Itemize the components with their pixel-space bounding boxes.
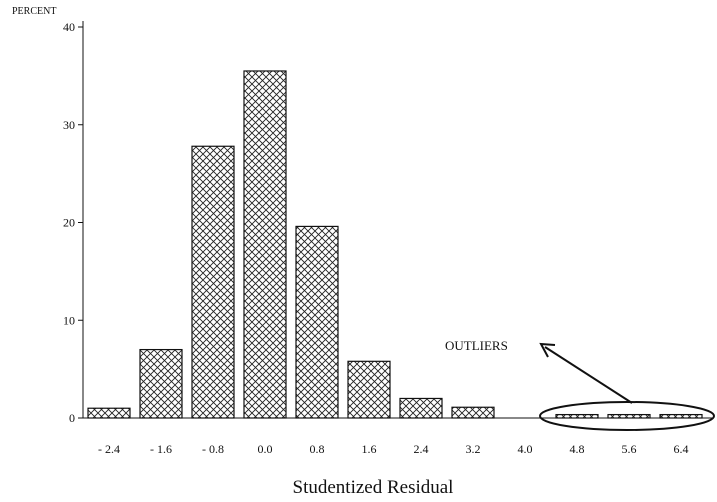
bars (87, 70, 703, 419)
y-axis-label: PERCENT (12, 6, 56, 17)
outliers-ellipse (539, 401, 715, 431)
x-tick-label: 4.0 (518, 442, 533, 456)
y-tick-label: 30 (63, 118, 75, 132)
bar (607, 413, 651, 419)
bar (347, 360, 391, 419)
x-tick-label: - 0.8 (202, 442, 224, 456)
y-tick-label: 0 (69, 411, 75, 425)
bar (555, 413, 599, 419)
y-axis: 0 10 20 30 40 (63, 20, 84, 425)
outliers-arrow-shaft (544, 346, 633, 404)
bar (87, 407, 131, 419)
bar (399, 397, 443, 419)
bar (139, 348, 183, 419)
bar (295, 225, 339, 419)
y-tick-label: 10 (63, 313, 75, 327)
x-tick-label: 6.4 (674, 442, 689, 456)
x-tick-label: 5.6 (622, 442, 637, 456)
x-tick-label: 1.6 (362, 442, 377, 456)
x-tick-label: 0.8 (310, 442, 325, 456)
bar (243, 70, 287, 419)
x-axis-ticks: - 2.4 - 1.6 - 0.8 0.0 0.8 1.6 2.4 3.2 4.0 4.8 5.6 6… (98, 442, 689, 456)
x-tick-label: 3.2 (466, 442, 481, 456)
x-axis-label: Studentized Residual (293, 477, 454, 498)
x-tick-label: 2.4 (414, 442, 429, 456)
y-tick-label: 40 (63, 20, 75, 34)
y-tick-label: 20 (63, 216, 75, 230)
x-tick-label: 4.8 (570, 442, 585, 456)
x-tick-label: - 2.4 (98, 442, 120, 456)
bar (191, 145, 235, 419)
x-tick-label: - 1.6 (150, 442, 172, 456)
outliers-label: OUTLIERS (445, 338, 508, 353)
outlier-annotation: OUTLIERS (445, 338, 715, 431)
bar (451, 406, 495, 419)
bar (659, 413, 703, 419)
x-tick-label: 0.0 (258, 442, 273, 456)
outliers-arrow-head (539, 342, 556, 358)
